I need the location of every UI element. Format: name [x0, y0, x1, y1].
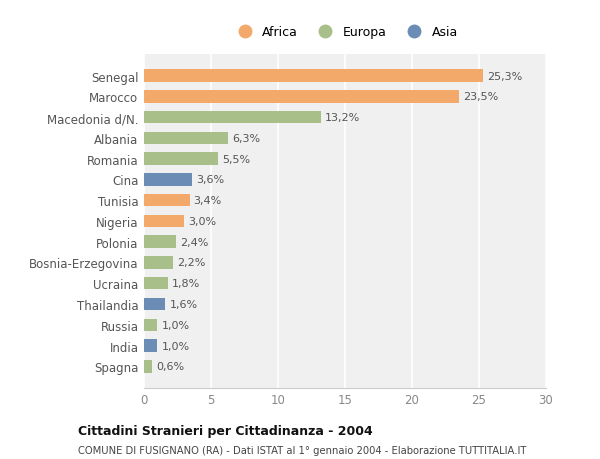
Text: 3,6%: 3,6% [196, 175, 224, 185]
Text: COMUNE DI FUSIGNANO (RA) - Dati ISTAT al 1° gennaio 2004 - Elaborazione TUTTITAL: COMUNE DI FUSIGNANO (RA) - Dati ISTAT al… [78, 445, 526, 455]
Bar [144, 277, 168, 290]
Text: 25,3%: 25,3% [487, 72, 522, 81]
Text: 13,2%: 13,2% [325, 113, 360, 123]
Bar [144, 360, 152, 373]
Text: 5,5%: 5,5% [222, 154, 250, 164]
Bar [144, 91, 459, 103]
Text: 1,8%: 1,8% [172, 279, 200, 289]
Text: Cittadini Stranieri per Cittadinanza - 2004: Cittadini Stranieri per Cittadinanza - 2… [78, 425, 373, 437]
Text: 1,0%: 1,0% [161, 320, 190, 330]
Text: 2,2%: 2,2% [178, 258, 206, 268]
Bar [144, 257, 173, 269]
Bar [144, 153, 218, 166]
Bar [144, 215, 184, 228]
Text: 3,4%: 3,4% [194, 196, 222, 206]
Text: 6,3%: 6,3% [232, 134, 260, 144]
Text: 23,5%: 23,5% [463, 92, 498, 102]
Text: 3,0%: 3,0% [188, 217, 217, 226]
Text: 1,6%: 1,6% [169, 299, 197, 309]
Bar [144, 132, 229, 145]
Bar [144, 112, 321, 124]
Bar [144, 70, 483, 83]
Bar [144, 340, 157, 352]
Text: 0,6%: 0,6% [156, 362, 184, 371]
Bar [144, 174, 192, 186]
Text: 2,4%: 2,4% [180, 237, 209, 247]
Bar [144, 298, 166, 311]
Bar [144, 195, 190, 207]
Text: 1,0%: 1,0% [161, 341, 190, 351]
Bar [144, 236, 176, 248]
Bar [144, 319, 157, 331]
Legend: Africa, Europa, Asia: Africa, Europa, Asia [227, 22, 463, 45]
